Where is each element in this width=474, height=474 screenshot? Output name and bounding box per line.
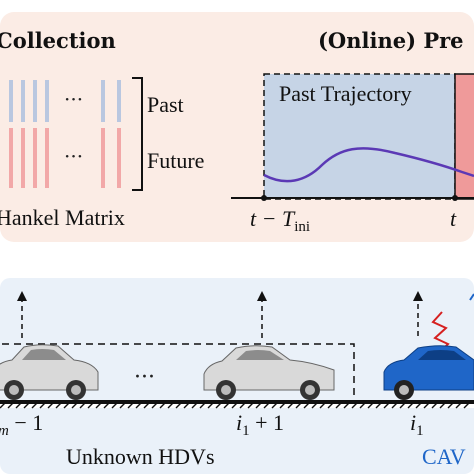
hdv-car-middle bbox=[203, 345, 335, 400]
cav-label: CAV bbox=[422, 444, 466, 469]
hankel-dots-past: ··· bbox=[64, 87, 83, 111]
trajectory-start-point bbox=[261, 195, 267, 201]
hdv-ellipsis: ··· bbox=[134, 365, 155, 390]
future-trajectory-region bbox=[454, 73, 474, 200]
hankel-matrix-past-rows bbox=[9, 80, 121, 122]
label-future: Future bbox=[147, 148, 204, 173]
cav-arrow-partial bbox=[469, 293, 474, 301]
road bbox=[0, 400, 474, 409]
hankel-bracket bbox=[132, 77, 143, 191]
tick-label-t: t bbox=[450, 206, 457, 231]
vehicle-label-middle: i1 + 1 bbox=[236, 410, 284, 439]
hankel-matrix-future-rows bbox=[9, 128, 121, 188]
hankel-matrix-caption: Hankel Matrix bbox=[0, 205, 125, 230]
vehicle-label-left: m − 1 bbox=[0, 410, 43, 439]
upward-arrows bbox=[21, 300, 419, 338]
online-title: (Online) Pre bbox=[318, 28, 464, 53]
past-trajectory-label: Past Trajectory bbox=[279, 81, 412, 106]
trajectory-current-point bbox=[452, 195, 458, 201]
unknown-hdvs-label: Unknown HDVs bbox=[66, 444, 215, 469]
past-trajectory-region bbox=[263, 73, 456, 200]
collection-title: Collection bbox=[0, 28, 116, 53]
arrow-heads bbox=[17, 291, 423, 301]
tick-label-t-minus-tini: t − Tini bbox=[250, 206, 310, 235]
vehicle-label-right: i1 bbox=[410, 410, 424, 439]
hankel-dots-future: ··· bbox=[64, 144, 83, 168]
communication-signal-icon bbox=[431, 311, 450, 353]
hdv-car-left bbox=[0, 344, 99, 400]
cav-car bbox=[383, 345, 474, 400]
label-past: Past bbox=[147, 92, 184, 117]
trajectory-curve bbox=[263, 147, 474, 183]
